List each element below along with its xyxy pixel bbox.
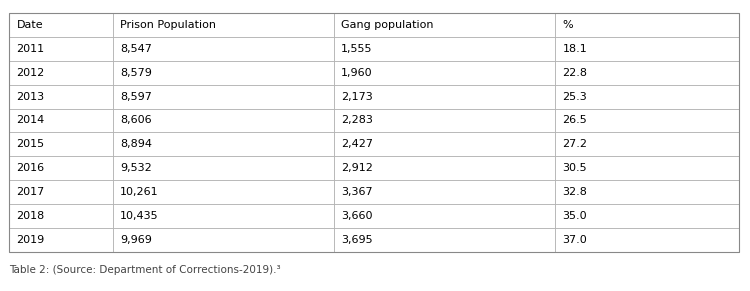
Bar (9, 132, 112, 156)
Bar (555, 132, 739, 156)
Text: Gang population: Gang population (341, 20, 433, 30)
Text: 26.5: 26.5 (562, 116, 587, 125)
Bar (555, 85, 739, 109)
Bar (9, 37, 112, 61)
Text: 8,597: 8,597 (120, 92, 152, 102)
Text: 2,283: 2,283 (341, 116, 374, 125)
Text: 2,427: 2,427 (341, 139, 374, 149)
Bar (334, 61, 555, 85)
Bar (112, 204, 334, 228)
Text: 3,695: 3,695 (341, 235, 373, 245)
Bar (555, 109, 739, 132)
Text: 8,547: 8,547 (120, 44, 152, 54)
Text: 1,960: 1,960 (341, 68, 373, 78)
Text: Date: Date (16, 20, 43, 30)
Text: 2018: 2018 (16, 211, 45, 221)
Text: 22.8: 22.8 (562, 68, 587, 78)
Bar (112, 132, 334, 156)
Text: 2017: 2017 (16, 187, 45, 197)
Bar (334, 109, 555, 132)
Text: 2012: 2012 (16, 68, 45, 78)
Bar (9, 61, 112, 85)
Bar (555, 156, 739, 180)
Bar (334, 85, 555, 109)
Text: 2,912: 2,912 (341, 163, 374, 173)
Text: 30.5: 30.5 (562, 163, 587, 173)
Text: 2015: 2015 (16, 139, 45, 149)
Text: 8,606: 8,606 (120, 116, 152, 125)
Bar (112, 13, 334, 37)
Text: 8,579: 8,579 (120, 68, 152, 78)
Bar (9, 228, 112, 252)
Text: 2011: 2011 (16, 44, 45, 54)
Bar (334, 228, 555, 252)
Text: 2013: 2013 (16, 92, 45, 102)
Bar (9, 13, 739, 252)
Bar (112, 85, 334, 109)
Bar (334, 204, 555, 228)
Text: 37.0: 37.0 (562, 235, 587, 245)
Text: 9,532: 9,532 (120, 163, 152, 173)
Bar (334, 180, 555, 204)
Bar (555, 180, 739, 204)
Text: 2019: 2019 (16, 235, 45, 245)
Text: 1,555: 1,555 (341, 44, 373, 54)
Bar (334, 13, 555, 37)
Bar (9, 109, 112, 132)
Bar (112, 37, 334, 61)
Bar (112, 228, 334, 252)
Text: 3,367: 3,367 (341, 187, 373, 197)
Text: Table 2: (Source: Department of Corrections-2019).³: Table 2: (Source: Department of Correcti… (9, 265, 280, 275)
Text: 32.8: 32.8 (562, 187, 587, 197)
Bar (555, 61, 739, 85)
Bar (334, 156, 555, 180)
Bar (555, 13, 739, 37)
Bar (9, 85, 112, 109)
Text: 35.0: 35.0 (562, 211, 587, 221)
Bar (334, 37, 555, 61)
Text: %: % (562, 20, 573, 30)
Text: 3,660: 3,660 (341, 211, 373, 221)
Bar (9, 13, 112, 37)
Text: 10,261: 10,261 (120, 187, 159, 197)
Text: 9,969: 9,969 (120, 235, 152, 245)
Text: 2016: 2016 (16, 163, 45, 173)
Text: 10,435: 10,435 (120, 211, 159, 221)
Text: 2014: 2014 (16, 116, 45, 125)
Bar (112, 180, 334, 204)
Bar (112, 156, 334, 180)
Bar (112, 109, 334, 132)
Bar (112, 61, 334, 85)
Text: Prison Population: Prison Population (120, 20, 216, 30)
Text: 2,173: 2,173 (341, 92, 373, 102)
Text: 18.1: 18.1 (562, 44, 587, 54)
Text: 27.2: 27.2 (562, 139, 587, 149)
Bar (555, 204, 739, 228)
Text: 8,894: 8,894 (120, 139, 152, 149)
Bar (9, 156, 112, 180)
Bar (555, 37, 739, 61)
Text: 25.3: 25.3 (562, 92, 587, 102)
Bar (555, 228, 739, 252)
Bar (9, 180, 112, 204)
Bar (9, 204, 112, 228)
Bar (334, 132, 555, 156)
